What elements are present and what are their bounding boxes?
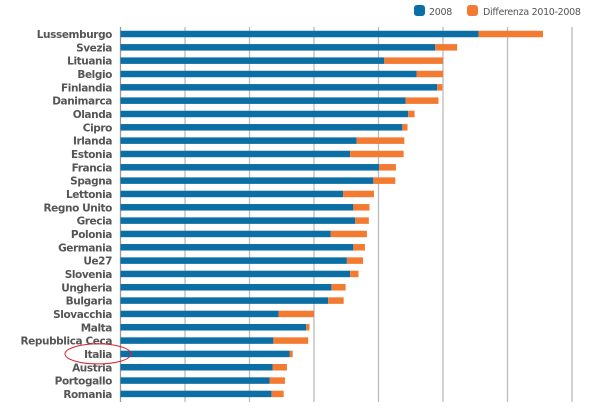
category-label: Austria: [72, 362, 112, 374]
category-label: Bulgaria: [66, 296, 113, 308]
bar-2008: [120, 84, 438, 91]
bar-2008: [120, 30, 479, 38]
category-label: Finlandia: [61, 82, 112, 94]
bar-differenza: [328, 297, 344, 304]
bar-differenza: [271, 390, 284, 398]
category-label: Svezia: [76, 42, 112, 54]
gridlines: [119, 27, 573, 402]
bar-2008: [120, 110, 409, 118]
bar-differenza: [478, 30, 543, 38]
bar-differenza: [353, 244, 365, 251]
bar-2008: [120, 284, 332, 291]
bar-differenza: [353, 204, 370, 211]
bar-differenza: [289, 350, 293, 358]
bar-2008: [120, 124, 403, 131]
category-label: Germania: [58, 242, 112, 254]
category-label: Irlanda: [73, 136, 112, 148]
bar-2008: [120, 137, 357, 144]
bar-differenza: [331, 284, 346, 291]
bar-2008: [120, 230, 331, 238]
category-label: Polonia: [71, 229, 112, 241]
bar-2008: [120, 244, 354, 251]
bar-differenza: [356, 137, 405, 144]
bar-2008: [120, 150, 351, 158]
bar-differenza: [373, 177, 396, 184]
bar-differenza: [346, 257, 364, 264]
category-label: Slovenia: [65, 269, 113, 281]
legend-label-differenza: Differenza 2010-2008: [483, 7, 581, 18]
category-label: Italia: [84, 349, 112, 361]
category-label: Estonia: [71, 149, 112, 161]
category-label: Francia: [72, 162, 113, 174]
bar-differenza: [272, 364, 287, 371]
bar-differenza: [278, 310, 314, 318]
legend-swatch-differenza: [467, 5, 478, 16]
bar-differenza: [408, 110, 415, 118]
legend: 2008 Differenza 2010-2008: [414, 5, 581, 18]
category-label: Malta: [81, 322, 113, 334]
bar-2008: [120, 257, 347, 264]
bar-differenza: [306, 324, 310, 331]
bar-2008: [120, 177, 374, 184]
category-label: Regno Unito: [43, 202, 112, 214]
bar-differenza: [405, 97, 439, 104]
bar-differenza: [402, 124, 408, 131]
bar-differenza: [416, 70, 443, 78]
bar-2008: [120, 70, 417, 78]
category-label: Belgio: [77, 69, 112, 81]
bar-differenza: [355, 217, 369, 224]
bar-2008: [120, 190, 344, 198]
category-label: Spagna: [70, 176, 112, 188]
bar-differenza: [384, 57, 443, 64]
bar-2008: [120, 310, 279, 318]
bar-differenza: [273, 337, 309, 344]
bar-differenza: [350, 150, 404, 158]
bar-2008: [120, 350, 290, 358]
category-label: Slovacchia: [53, 309, 112, 321]
bar-2008: [120, 204, 354, 211]
bar-2008: [120, 217, 356, 224]
bar-differenza: [269, 377, 285, 384]
highlight-ellipse: [64, 343, 132, 365]
legend-label-2008: 2008: [429, 7, 452, 18]
bar-differenza: [350, 270, 359, 278]
category-label: Repubblica Ceca: [20, 336, 112, 348]
bar-2008: [120, 337, 274, 344]
bar-2008: [120, 164, 380, 171]
bar-2008: [120, 97, 406, 104]
bars: [120, 30, 543, 398]
bar-2008: [120, 44, 436, 51]
bar-differenza: [379, 164, 396, 171]
legend-swatch-2008: [414, 5, 425, 16]
category-label: Ungheria: [61, 282, 112, 294]
bar-2008: [120, 364, 273, 371]
bar-2008: [120, 324, 307, 331]
bar-differenza: [435, 44, 458, 51]
category-label: Grecia: [77, 216, 113, 228]
bar-2008: [120, 270, 351, 278]
category-label: Portogallo: [55, 376, 113, 388]
bar-differenza: [437, 84, 443, 91]
category-label: Danimarca: [52, 96, 112, 108]
category-label: Ue27: [83, 256, 112, 268]
bar-differenza: [330, 230, 367, 238]
category-label: Lussemburgo: [37, 29, 112, 41]
category-label: Romania: [63, 389, 112, 401]
category-label: Olanda: [73, 109, 113, 121]
bar-2008: [120, 377, 270, 384]
bar-2008: [120, 57, 385, 64]
bar-differenza: [343, 190, 374, 198]
category-label: Cipro: [83, 122, 112, 134]
category-label: Lituania: [67, 56, 112, 68]
bar-2008: [120, 390, 272, 398]
bar-2008: [120, 297, 329, 304]
category-label: Lettonia: [66, 189, 112, 201]
